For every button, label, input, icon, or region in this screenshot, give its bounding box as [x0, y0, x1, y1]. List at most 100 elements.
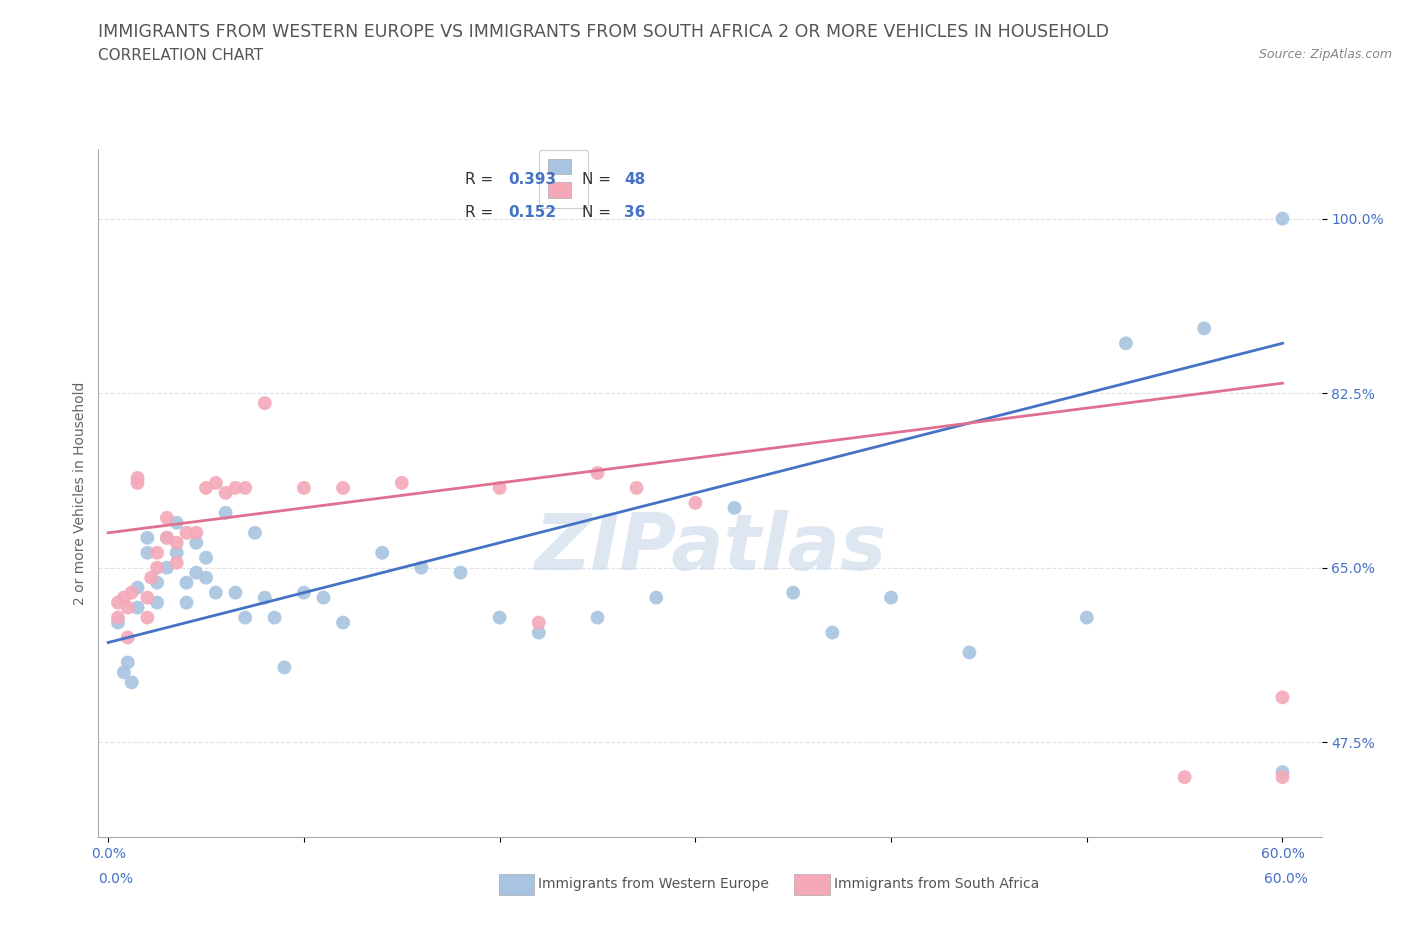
Text: 60.0%: 60.0%: [1264, 871, 1308, 886]
Point: [107, 595, 129, 610]
Point: [146, 595, 169, 610]
Point: [527, 625, 550, 640]
Point: [205, 475, 228, 490]
Text: 48: 48: [624, 172, 645, 187]
Point: [107, 610, 129, 625]
Point: [957, 645, 980, 660]
Point: [233, 610, 256, 625]
Point: [127, 580, 149, 595]
Point: [273, 660, 295, 675]
Point: [292, 585, 315, 600]
Point: [1271, 764, 1294, 779]
Point: [1115, 336, 1137, 351]
Point: [141, 570, 163, 585]
Point: [263, 610, 285, 625]
Point: [186, 565, 208, 580]
Point: [156, 560, 179, 575]
Point: [121, 585, 143, 600]
Point: [117, 631, 139, 645]
Point: [391, 475, 413, 490]
Point: [253, 395, 276, 410]
Point: [1271, 211, 1294, 226]
Point: [312, 591, 335, 605]
Point: [127, 475, 149, 490]
Point: [156, 530, 179, 545]
Point: [371, 545, 394, 560]
Point: [146, 576, 169, 591]
Point: [205, 585, 228, 600]
Point: [146, 560, 169, 575]
Legend: , : ,: [538, 150, 588, 207]
Text: 0.393: 0.393: [508, 172, 557, 187]
Point: [176, 576, 198, 591]
Point: [166, 515, 188, 530]
Point: [186, 525, 208, 540]
Point: [332, 615, 354, 630]
Text: 0.0%: 0.0%: [98, 871, 134, 886]
Point: [112, 665, 135, 680]
Point: [195, 570, 218, 585]
Point: [214, 485, 236, 500]
Text: IMMIGRANTS FROM WESTERN EUROPE VS IMMIGRANTS FROM SOUTH AFRICA 2 OR MORE VEHICLE: IMMIGRANTS FROM WESTERN EUROPE VS IMMIGR…: [98, 23, 1109, 41]
Point: [195, 481, 218, 496]
Point: [1192, 321, 1215, 336]
Point: [224, 481, 246, 496]
Point: [1174, 770, 1197, 785]
Point: [166, 545, 188, 560]
Text: R =: R =: [465, 205, 499, 219]
Y-axis label: 2 or more Vehicles in Household: 2 or more Vehicles in Household: [73, 381, 87, 604]
Text: N =: N =: [582, 172, 616, 187]
Point: [723, 500, 745, 515]
Text: 36: 36: [624, 205, 645, 219]
Text: Immigrants from South Africa: Immigrants from South Africa: [834, 877, 1039, 892]
Point: [127, 471, 149, 485]
Point: [214, 505, 236, 520]
Point: [880, 591, 903, 605]
Point: [1076, 610, 1098, 625]
Point: [821, 625, 844, 640]
Point: [195, 551, 218, 565]
Point: [136, 591, 159, 605]
Point: [782, 585, 804, 600]
Point: [685, 496, 707, 511]
Point: [332, 481, 354, 496]
Text: Source: ZipAtlas.com: Source: ZipAtlas.com: [1258, 48, 1392, 61]
Point: [586, 610, 609, 625]
Point: [112, 591, 135, 605]
Point: [645, 591, 668, 605]
Point: [243, 525, 266, 540]
Point: [1271, 770, 1294, 785]
Point: [121, 675, 143, 690]
Text: N =: N =: [582, 205, 616, 219]
Point: [176, 595, 198, 610]
Point: [117, 600, 139, 615]
Point: [107, 615, 129, 630]
Point: [527, 615, 550, 630]
Point: [488, 481, 510, 496]
Point: [1271, 690, 1294, 705]
Point: [156, 530, 179, 545]
Point: [146, 545, 169, 560]
Text: CORRELATION CHART: CORRELATION CHART: [98, 48, 263, 63]
Point: [450, 565, 472, 580]
Point: [166, 536, 188, 551]
Text: 0.152: 0.152: [508, 205, 557, 219]
Point: [186, 536, 208, 551]
Point: [253, 591, 276, 605]
Point: [176, 525, 198, 540]
Point: [117, 655, 139, 670]
Point: [166, 555, 188, 570]
Point: [626, 481, 648, 496]
Point: [136, 530, 159, 545]
Point: [292, 481, 315, 496]
Text: Immigrants from Western Europe: Immigrants from Western Europe: [538, 877, 769, 892]
Point: [127, 600, 149, 615]
Text: ZIPatlas: ZIPatlas: [534, 510, 886, 586]
Point: [156, 511, 179, 525]
Point: [224, 585, 246, 600]
Point: [411, 560, 433, 575]
Point: [136, 610, 159, 625]
Point: [233, 481, 256, 496]
Point: [586, 466, 609, 481]
Text: R =: R =: [465, 172, 499, 187]
